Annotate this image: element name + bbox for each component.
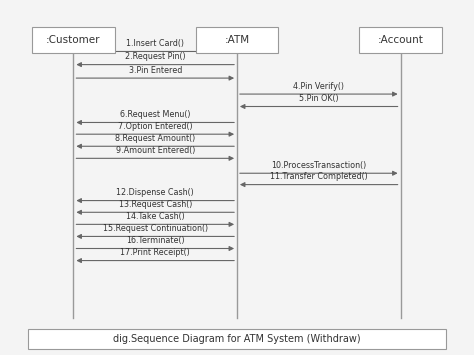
Text: 5.Pin OK(): 5.Pin OK() xyxy=(299,94,338,103)
Text: 16.Terminate(): 16.Terminate() xyxy=(126,236,184,245)
Text: 2.Request Pin(): 2.Request Pin() xyxy=(125,52,185,61)
Text: 14.Take Cash(): 14.Take Cash() xyxy=(126,212,184,221)
Text: dig.Sequence Diagram for ATM System (Withdraw): dig.Sequence Diagram for ATM System (Wit… xyxy=(113,334,361,344)
Text: 8.Request Amount(): 8.Request Amount() xyxy=(115,134,195,143)
Bar xyxy=(195,27,278,53)
Text: 1.Insert Card(): 1.Insert Card() xyxy=(126,39,184,48)
Bar xyxy=(359,27,442,53)
Text: 15.Request Continuation(): 15.Request Continuation() xyxy=(103,224,208,233)
Text: :Customer: :Customer xyxy=(46,35,100,45)
Bar xyxy=(28,329,446,349)
Text: 11.Transfer Completed(): 11.Transfer Completed() xyxy=(270,172,368,181)
Text: 4.Pin Verify(): 4.Pin Verify() xyxy=(293,82,344,91)
Text: 7.Option Entered(): 7.Option Entered() xyxy=(118,122,192,131)
Text: 13.Request Cash(): 13.Request Cash() xyxy=(118,200,192,209)
Text: :ATM: :ATM xyxy=(224,35,250,45)
Text: 17.Print Receipt(): 17.Print Receipt() xyxy=(120,248,190,257)
Text: 3.Pin Entered: 3.Pin Entered xyxy=(128,66,182,75)
Bar xyxy=(32,27,115,53)
Text: :Account: :Account xyxy=(378,35,423,45)
Text: 9.Amount Entered(): 9.Amount Entered() xyxy=(116,146,195,155)
Text: 10.ProcessTransaction(): 10.ProcessTransaction() xyxy=(271,161,366,170)
Text: 12.Dispense Cash(): 12.Dispense Cash() xyxy=(116,188,194,197)
Text: 6.Request Menu(): 6.Request Menu() xyxy=(120,110,191,119)
